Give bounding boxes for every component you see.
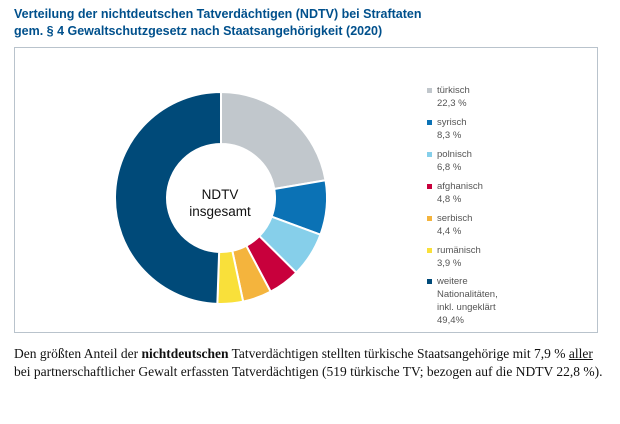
chart-title: Verteilung der nichtdeutschen Tatverdäch… xyxy=(14,6,574,40)
legend-swatch xyxy=(427,216,432,221)
donut-chart xyxy=(114,90,328,305)
paragraph-text-2: Tatverdächtigen stellten türkische Staat… xyxy=(228,346,569,361)
chart-title-line-2: gem. § 4 Gewaltschutzgesetz nach Staatsa… xyxy=(14,24,383,38)
legend-label: rumänisch 3,9 % xyxy=(437,245,481,269)
paragraph-bold-text: nichtdeutschen xyxy=(141,346,229,361)
legend-swatch xyxy=(427,184,432,189)
legend-label: syrisch 8,3 % xyxy=(437,117,467,141)
legend-label: türkisch 22,3 % xyxy=(437,85,470,109)
chart-frame: NDTV insgesamt türkisch 22,3 % syrisch 8,… xyxy=(14,47,598,333)
legend-swatch xyxy=(427,248,432,253)
legend-label: polnisch 6,8 % xyxy=(437,149,472,173)
legend-label: afghanisch 4,8 % xyxy=(437,181,483,205)
legend-label: weitere Nationalitäten, inkl. ungeklärt … xyxy=(437,276,498,326)
paragraph-underlined-text: aller xyxy=(568,346,593,361)
body-paragraph: Den größten Anteil der nichtdeutschen Ta… xyxy=(14,345,604,381)
legend-swatch xyxy=(427,152,432,157)
legend-swatch xyxy=(427,120,432,125)
donut-slice-7 xyxy=(114,90,222,305)
legend-label: serbisch 4,4 % xyxy=(437,213,473,237)
donut-center-label: NDTV insgesamt xyxy=(160,186,280,220)
center-label-line-2: insgesamt xyxy=(189,204,251,219)
chart-title-line-1: Verteilung der nichtdeutschen Tatverdäch… xyxy=(14,7,422,21)
legend-swatch xyxy=(427,279,432,284)
legend-swatch xyxy=(427,88,432,93)
center-label-line-1: NDTV xyxy=(201,187,239,202)
donut-slice-1 xyxy=(220,90,327,191)
paragraph-text-1: Den größten Anteil der xyxy=(14,346,142,361)
paragraph-text-3: bei partnerschaftlicher Gewalt erfassten… xyxy=(14,364,603,379)
